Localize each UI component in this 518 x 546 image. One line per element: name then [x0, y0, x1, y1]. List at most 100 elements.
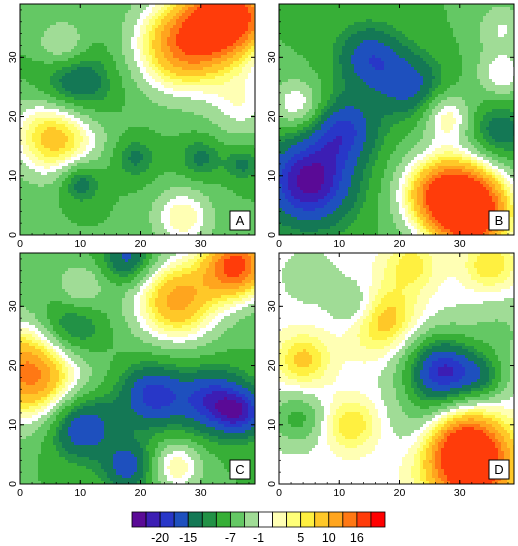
- contour-cell: [128, 55, 132, 59]
- contour-cell: [140, 124, 144, 128]
- contour-cell: [44, 190, 48, 194]
- contour-cell: [83, 166, 87, 170]
- contour-cell: [131, 121, 135, 125]
- contour-cell: [134, 130, 138, 134]
- contour-cell: [152, 94, 156, 98]
- contour-cell: [26, 34, 30, 38]
- contour-cell: [68, 94, 72, 98]
- contour-cell: [56, 136, 60, 140]
- contour-cell: [152, 88, 156, 92]
- contour-cell: [50, 118, 54, 122]
- contour-cell: [176, 7, 180, 11]
- contour-cell: [203, 70, 207, 74]
- contour-cell: [95, 151, 99, 155]
- contour-cell: [224, 52, 228, 56]
- contour-cell: [173, 40, 177, 44]
- contour-cell: [173, 55, 177, 59]
- contour-cell: [86, 34, 90, 38]
- contour-cell: [188, 121, 192, 125]
- contour-cell: [119, 106, 123, 110]
- contour-cell: [56, 193, 60, 197]
- contour-cell: [116, 34, 120, 38]
- contour-cell: [209, 103, 213, 107]
- contour-cell: [188, 166, 192, 170]
- contour-cell: [68, 151, 72, 155]
- contour-cell: [176, 109, 180, 113]
- contour-cell: [182, 133, 186, 137]
- contour-cell: [86, 88, 90, 92]
- contour-cell: [167, 94, 171, 98]
- contour-cell: [218, 49, 222, 53]
- contour-cell: [185, 142, 189, 146]
- contour-cell: [32, 76, 36, 80]
- contour-cell: [50, 106, 54, 110]
- contour-cell: [74, 145, 78, 149]
- contour-cell: [107, 130, 111, 134]
- contour-cell: [68, 166, 72, 170]
- contour-cell: [113, 88, 117, 92]
- contour-cell: [203, 25, 207, 29]
- contour-cell: [203, 61, 207, 65]
- contour-cell: [227, 148, 231, 152]
- contour-cell: [230, 40, 234, 44]
- contour-cell: [71, 13, 75, 17]
- contour-cell: [197, 133, 201, 137]
- contour-cell: [92, 133, 96, 137]
- contour-cell: [221, 49, 225, 53]
- contour-cell: [89, 82, 93, 86]
- contour-cell: [32, 160, 36, 164]
- contour-cell: [35, 4, 39, 8]
- contour-cell: [95, 79, 99, 83]
- contour-cell: [149, 88, 153, 92]
- contour-cell: [188, 100, 192, 104]
- contour-cell: [227, 37, 231, 41]
- contour-cell: [98, 7, 102, 11]
- contour-cell: [230, 37, 234, 41]
- contour-cell: [59, 67, 63, 71]
- contour-cell: [62, 130, 66, 134]
- contour-cell: [41, 43, 45, 47]
- contour-cell: [227, 160, 231, 164]
- contour-cell: [179, 100, 183, 104]
- contour-cell: [161, 181, 165, 185]
- contour-cell: [101, 16, 105, 20]
- contour-cell: [101, 49, 105, 53]
- contour-cell: [233, 25, 237, 29]
- contour-cell: [167, 46, 171, 50]
- contour-cell: [104, 121, 108, 125]
- contour-cell: [245, 58, 249, 62]
- contour-cell: [92, 154, 96, 158]
- contour-cell: [23, 142, 27, 146]
- contour-cell: [242, 13, 246, 17]
- contour-cell: [89, 58, 93, 62]
- contour-cell: [152, 55, 156, 59]
- contour-cell: [167, 64, 171, 68]
- contour-cell: [173, 28, 177, 32]
- contour-cell: [242, 7, 246, 11]
- contour-cell: [104, 157, 108, 161]
- contour-cell: [38, 49, 42, 53]
- contour-cell: [224, 145, 228, 149]
- contour-cell: [35, 124, 39, 128]
- contour-cell: [146, 145, 150, 149]
- contour-cell: [224, 187, 228, 191]
- contour-cell: [56, 4, 60, 8]
- contour-cell: [101, 145, 105, 149]
- contour-cell: [38, 64, 42, 68]
- contour-cell: [155, 109, 159, 113]
- contour-cell: [170, 148, 174, 152]
- contour-cell: [20, 16, 24, 20]
- contour-cell: [56, 19, 60, 23]
- contour-cell: [203, 190, 207, 194]
- contour-cell: [227, 175, 231, 179]
- contour-cell: [209, 181, 213, 185]
- contour-cell: [131, 94, 135, 98]
- contour-cell: [194, 139, 198, 143]
- contour-cell: [215, 40, 219, 44]
- contour-cell: [50, 190, 54, 194]
- contour-cell: [20, 130, 24, 134]
- contour-cell: [125, 52, 129, 56]
- contour-cell: [239, 13, 243, 17]
- contour-cell: [83, 181, 87, 185]
- contour-cell: [155, 73, 159, 77]
